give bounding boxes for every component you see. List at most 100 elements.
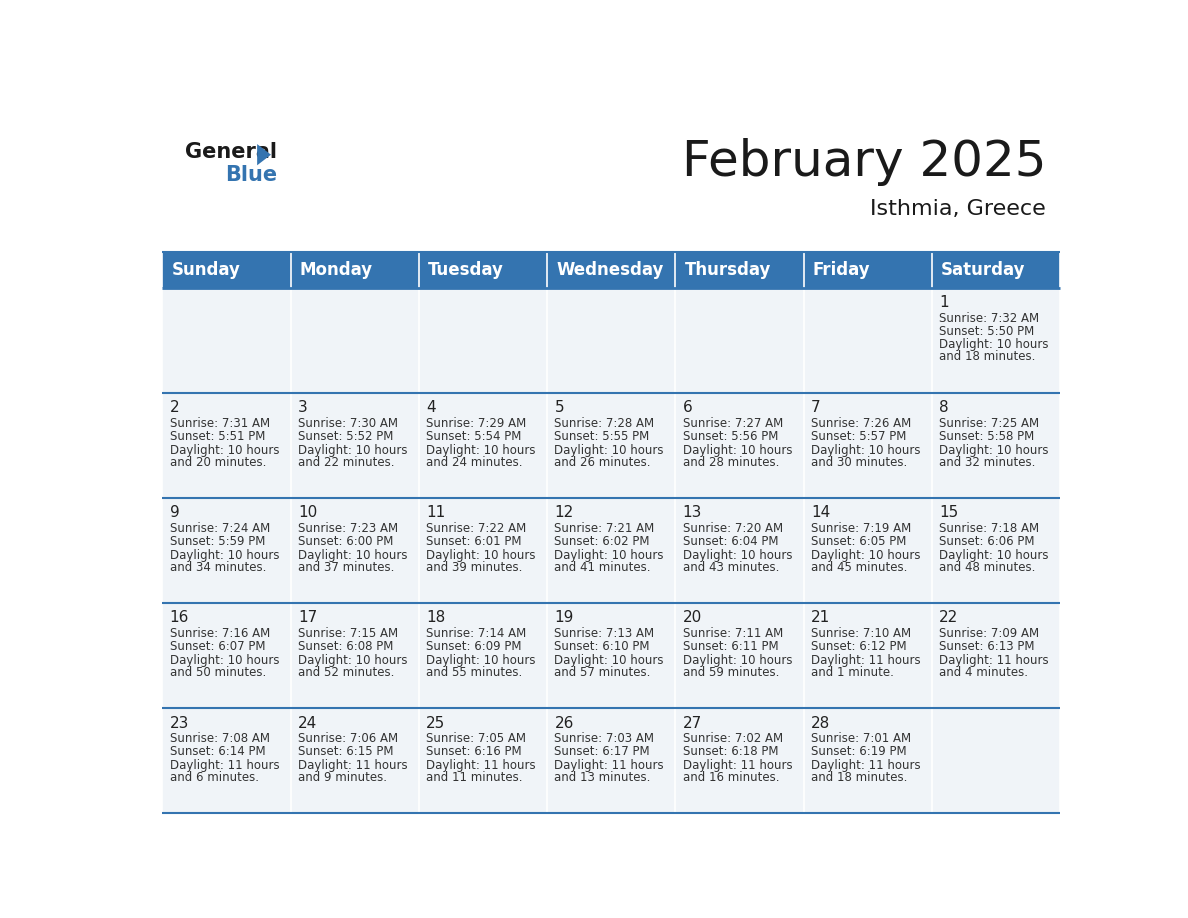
Text: Sunset: 5:57 PM: Sunset: 5:57 PM xyxy=(811,431,906,443)
Text: Daylight: 10 hours: Daylight: 10 hours xyxy=(811,549,921,562)
Text: Daylight: 10 hours: Daylight: 10 hours xyxy=(298,443,407,456)
Text: and 59 minutes.: and 59 minutes. xyxy=(683,666,779,678)
Text: 17: 17 xyxy=(298,610,317,625)
Text: Sunrise: 7:16 AM: Sunrise: 7:16 AM xyxy=(170,627,270,640)
Text: and 48 minutes.: and 48 minutes. xyxy=(940,561,1036,574)
Text: Sunrise: 7:10 AM: Sunrise: 7:10 AM xyxy=(811,627,911,640)
Text: Sunrise: 7:02 AM: Sunrise: 7:02 AM xyxy=(683,732,783,744)
Text: Sunrise: 7:20 AM: Sunrise: 7:20 AM xyxy=(683,521,783,534)
Text: and 50 minutes.: and 50 minutes. xyxy=(170,666,266,678)
Text: Daylight: 11 hours: Daylight: 11 hours xyxy=(555,758,664,772)
Text: Daylight: 10 hours: Daylight: 10 hours xyxy=(940,339,1049,352)
Polygon shape xyxy=(257,144,271,165)
Text: and 57 minutes.: and 57 minutes. xyxy=(555,666,651,678)
Text: Sunset: 5:58 PM: Sunset: 5:58 PM xyxy=(940,431,1035,443)
Text: Sunset: 6:06 PM: Sunset: 6:06 PM xyxy=(940,535,1035,548)
FancyBboxPatch shape xyxy=(419,393,546,498)
Text: Sunrise: 7:24 AM: Sunrise: 7:24 AM xyxy=(170,521,270,534)
Text: Sunrise: 7:13 AM: Sunrise: 7:13 AM xyxy=(555,627,655,640)
Text: Daylight: 10 hours: Daylight: 10 hours xyxy=(940,549,1049,562)
Text: Daylight: 10 hours: Daylight: 10 hours xyxy=(555,654,664,666)
Text: Daylight: 11 hours: Daylight: 11 hours xyxy=(811,654,921,666)
FancyBboxPatch shape xyxy=(803,603,931,709)
FancyBboxPatch shape xyxy=(419,288,546,393)
Text: Daylight: 10 hours: Daylight: 10 hours xyxy=(940,443,1049,456)
FancyBboxPatch shape xyxy=(931,393,1060,498)
Text: and 11 minutes.: and 11 minutes. xyxy=(426,770,523,784)
Text: Sunrise: 7:06 AM: Sunrise: 7:06 AM xyxy=(298,732,398,744)
Text: and 4 minutes.: and 4 minutes. xyxy=(940,666,1028,678)
FancyBboxPatch shape xyxy=(419,498,546,603)
Text: Sunrise: 7:22 AM: Sunrise: 7:22 AM xyxy=(426,521,526,534)
Text: Blue: Blue xyxy=(225,165,277,185)
Text: Sunset: 6:08 PM: Sunset: 6:08 PM xyxy=(298,640,393,654)
Text: and 6 minutes.: and 6 minutes. xyxy=(170,770,259,784)
Text: Sunset: 6:17 PM: Sunset: 6:17 PM xyxy=(555,745,650,758)
Text: 22: 22 xyxy=(940,610,959,625)
Text: Sunset: 5:52 PM: Sunset: 5:52 PM xyxy=(298,431,393,443)
Text: Daylight: 10 hours: Daylight: 10 hours xyxy=(683,443,792,456)
Text: Sunrise: 7:09 AM: Sunrise: 7:09 AM xyxy=(940,627,1040,640)
Text: 6: 6 xyxy=(683,400,693,416)
FancyBboxPatch shape xyxy=(546,603,675,709)
Text: Daylight: 10 hours: Daylight: 10 hours xyxy=(170,443,279,456)
FancyBboxPatch shape xyxy=(163,288,291,393)
Text: Sunset: 6:15 PM: Sunset: 6:15 PM xyxy=(298,745,393,758)
Text: 26: 26 xyxy=(555,715,574,731)
FancyBboxPatch shape xyxy=(675,393,803,498)
Text: 3: 3 xyxy=(298,400,308,416)
Text: 12: 12 xyxy=(555,506,574,521)
Text: Sunrise: 7:11 AM: Sunrise: 7:11 AM xyxy=(683,627,783,640)
FancyBboxPatch shape xyxy=(931,709,1060,813)
FancyBboxPatch shape xyxy=(291,709,419,813)
Text: Sunset: 6:07 PM: Sunset: 6:07 PM xyxy=(170,640,265,654)
Text: 1: 1 xyxy=(940,296,949,310)
FancyBboxPatch shape xyxy=(803,393,931,498)
Text: Sunrise: 7:08 AM: Sunrise: 7:08 AM xyxy=(170,732,270,744)
FancyBboxPatch shape xyxy=(546,393,675,498)
Text: and 37 minutes.: and 37 minutes. xyxy=(298,561,394,574)
Text: Daylight: 11 hours: Daylight: 11 hours xyxy=(811,758,921,772)
Text: Sunset: 6:13 PM: Sunset: 6:13 PM xyxy=(940,640,1035,654)
FancyBboxPatch shape xyxy=(931,603,1060,709)
Text: and 13 minutes.: and 13 minutes. xyxy=(555,770,651,784)
FancyBboxPatch shape xyxy=(675,288,803,393)
Text: Friday: Friday xyxy=(813,261,871,279)
Text: 7: 7 xyxy=(811,400,821,416)
Text: Sunset: 6:05 PM: Sunset: 6:05 PM xyxy=(811,535,906,548)
Text: 28: 28 xyxy=(811,715,830,731)
Text: and 43 minutes.: and 43 minutes. xyxy=(683,561,779,574)
FancyBboxPatch shape xyxy=(419,603,546,709)
Text: Sunset: 6:16 PM: Sunset: 6:16 PM xyxy=(426,745,522,758)
Text: Sunset: 6:01 PM: Sunset: 6:01 PM xyxy=(426,535,522,548)
Text: 2: 2 xyxy=(170,400,179,416)
Text: Sunset: 6:18 PM: Sunset: 6:18 PM xyxy=(683,745,778,758)
Text: Wednesday: Wednesday xyxy=(556,261,664,279)
Text: and 34 minutes.: and 34 minutes. xyxy=(170,561,266,574)
FancyBboxPatch shape xyxy=(803,709,931,813)
Text: Sunrise: 7:23 AM: Sunrise: 7:23 AM xyxy=(298,521,398,534)
Text: Sunrise: 7:14 AM: Sunrise: 7:14 AM xyxy=(426,627,526,640)
Text: and 45 minutes.: and 45 minutes. xyxy=(811,561,908,574)
Text: Daylight: 11 hours: Daylight: 11 hours xyxy=(683,758,792,772)
Text: and 18 minutes.: and 18 minutes. xyxy=(811,770,908,784)
Text: Sunrise: 7:26 AM: Sunrise: 7:26 AM xyxy=(811,417,911,430)
Text: and 26 minutes.: and 26 minutes. xyxy=(555,455,651,468)
Text: Daylight: 10 hours: Daylight: 10 hours xyxy=(683,654,792,666)
FancyBboxPatch shape xyxy=(163,498,291,603)
Text: Sunset: 5:51 PM: Sunset: 5:51 PM xyxy=(170,431,265,443)
Text: Sunset: 6:09 PM: Sunset: 6:09 PM xyxy=(426,640,522,654)
Text: and 30 minutes.: and 30 minutes. xyxy=(811,455,908,468)
Text: Daylight: 10 hours: Daylight: 10 hours xyxy=(426,549,536,562)
Text: Sunrise: 7:28 AM: Sunrise: 7:28 AM xyxy=(555,417,655,430)
Text: Daylight: 11 hours: Daylight: 11 hours xyxy=(298,758,407,772)
Text: Daylight: 10 hours: Daylight: 10 hours xyxy=(170,654,279,666)
Text: and 41 minutes.: and 41 minutes. xyxy=(555,561,651,574)
Text: 20: 20 xyxy=(683,610,702,625)
FancyBboxPatch shape xyxy=(163,603,291,709)
Text: Daylight: 10 hours: Daylight: 10 hours xyxy=(555,443,664,456)
Text: 5: 5 xyxy=(555,400,564,416)
Text: and 32 minutes.: and 32 minutes. xyxy=(940,455,1036,468)
Text: 10: 10 xyxy=(298,506,317,521)
Text: and 18 minutes.: and 18 minutes. xyxy=(940,351,1036,364)
